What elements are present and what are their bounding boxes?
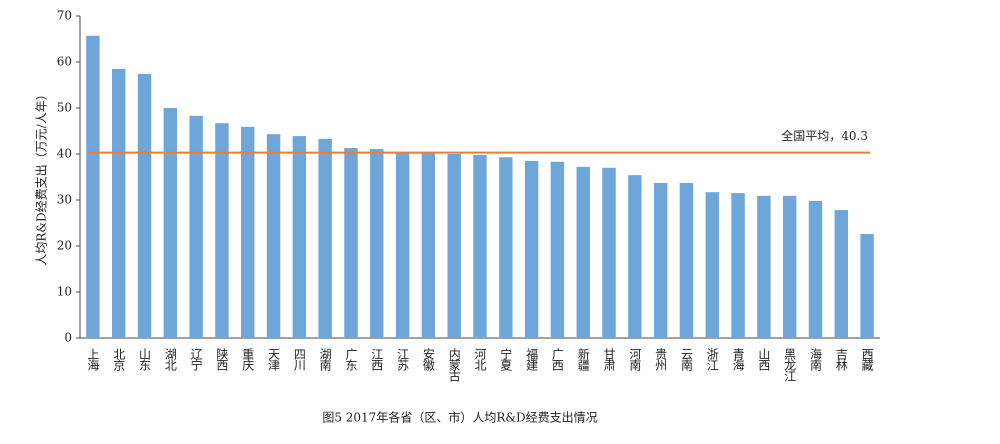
bar: [860, 234, 874, 338]
x-tick-label: 浙江: [705, 348, 719, 371]
bar: [473, 154, 487, 338]
bar: [163, 108, 178, 338]
y-tick-label: 10: [57, 285, 72, 299]
bar: [370, 148, 384, 338]
bar: [576, 166, 590, 338]
x-tick-label: 重庆: [241, 348, 255, 371]
x-tick-label: 天津: [267, 348, 281, 371]
x-tick-label: 安徽: [421, 347, 435, 371]
y-tick-label: 40: [57, 147, 72, 161]
x-tick-label: 北京: [112, 348, 126, 372]
chart-title: 图5 2017年各省（区、市）人均R&D经费支出情况: [322, 410, 597, 425]
x-tick-label: 宁夏: [499, 347, 513, 371]
bar: [344, 148, 358, 338]
x-tick-label: 黑龙江: [783, 348, 797, 382]
x-tick-label: 广西: [550, 348, 564, 371]
x-tick-label: 吉林: [834, 348, 848, 371]
bar: [757, 195, 771, 338]
y-tick-label: 20: [57, 239, 72, 253]
bar: [782, 195, 797, 338]
bar: [86, 35, 100, 338]
x-tick-label: 贵州: [654, 348, 668, 371]
x-tick-label: 陕西: [215, 347, 229, 371]
average-label: 全国平均，40.3: [781, 128, 868, 143]
y-tick-label: 70: [57, 9, 72, 23]
bar: [705, 192, 719, 338]
bar: [318, 138, 332, 338]
x-tick-label: 福建: [525, 347, 539, 372]
bar: [731, 193, 745, 338]
bar: [653, 182, 668, 338]
bar: [499, 157, 513, 338]
x-tick-label: 甘肃: [602, 348, 616, 372]
x-tick-label: 四川: [292, 348, 306, 371]
y-tick-label: 50: [57, 101, 72, 115]
bar: [292, 136, 307, 338]
x-tick-label: 青海: [731, 348, 745, 371]
bar: [834, 210, 848, 338]
x-tick-label: 河北: [473, 348, 487, 372]
bar: [808, 200, 823, 338]
x-tick-label: 广东: [344, 348, 358, 371]
x-tick-label: 上海: [86, 348, 100, 371]
bar: [628, 175, 642, 338]
y-tick-label: 30: [57, 193, 72, 207]
x-tick-label: 山东: [138, 348, 152, 371]
bar: [266, 134, 281, 338]
bar: [447, 154, 461, 338]
bar: [421, 153, 436, 338]
x-tick-label: 河南: [628, 348, 642, 371]
x-tick-label: 海南: [808, 347, 822, 371]
bar: [524, 160, 539, 338]
bar: [395, 153, 410, 338]
y-tick-label: 0: [64, 331, 72, 345]
x-tick-label: 山西: [757, 348, 771, 371]
x-tick-label: 辽宁: [189, 348, 203, 371]
x-tick-label: 湖南: [318, 347, 332, 371]
x-tick-label: 云南: [679, 348, 693, 371]
x-tick-label: 新疆: [576, 347, 590, 371]
bar: [137, 73, 152, 339]
y-tick-label: 60: [57, 55, 72, 69]
bar: [189, 115, 203, 338]
bar: [679, 182, 694, 338]
bar: [215, 123, 229, 339]
x-tick-label: 江苏: [396, 348, 410, 371]
x-tick-label: 湖北: [163, 347, 177, 372]
x-tick-label: 内蒙古: [447, 348, 461, 382]
x-tick-label: 江西: [370, 348, 384, 371]
bar: [241, 126, 255, 338]
x-tick-label: 西藏: [860, 348, 874, 372]
y-axis-label: 人均R&D经费支出（万元/人年）: [35, 88, 49, 265]
bar: [550, 161, 565, 338]
bar: [602, 167, 616, 338]
bar: [112, 68, 126, 339]
